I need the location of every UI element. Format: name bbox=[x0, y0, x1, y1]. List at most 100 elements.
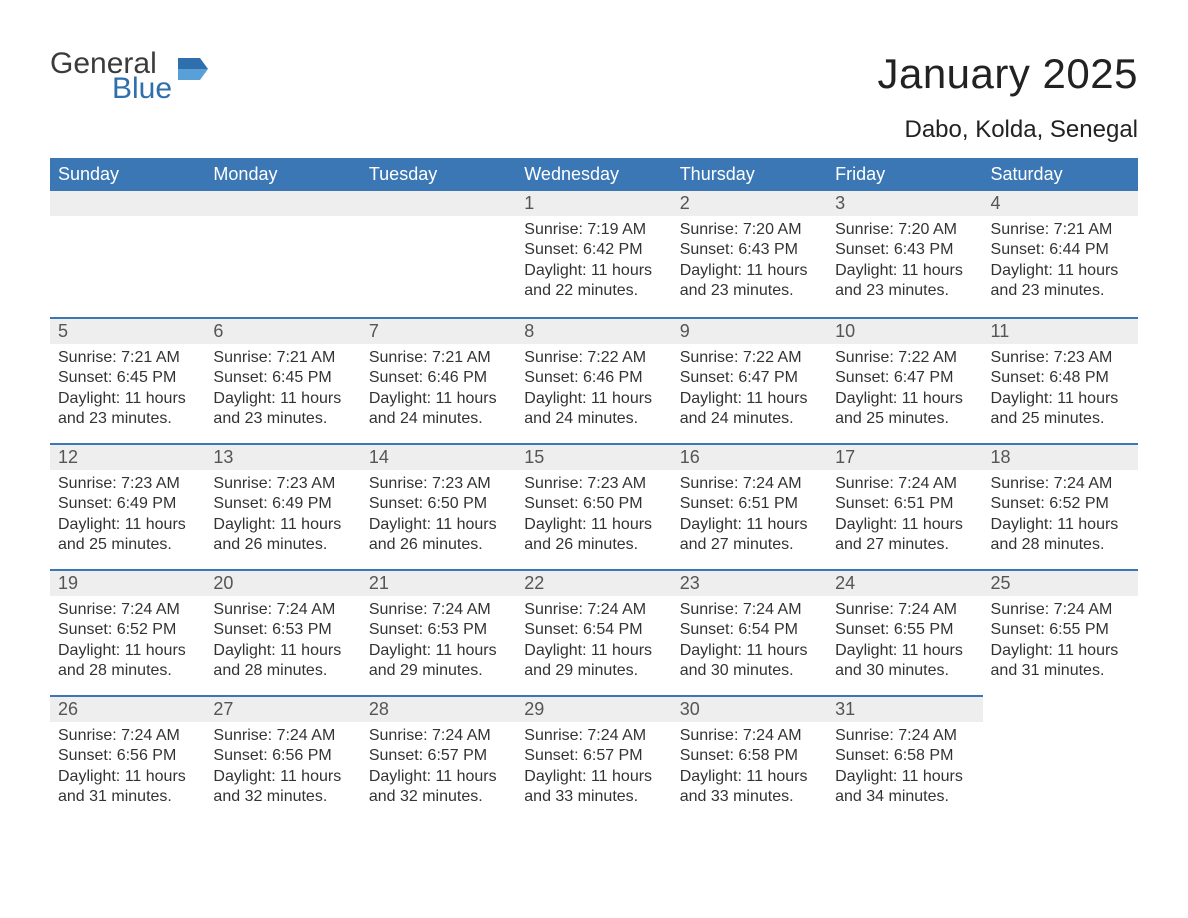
daylight-line: Daylight: 11 hours and 26 minutes. bbox=[524, 515, 663, 556]
sunrise-line: Sunrise: 7:21 AM bbox=[213, 348, 352, 368]
day-number: 22 bbox=[516, 569, 671, 596]
daylight-line: Daylight: 11 hours and 27 minutes. bbox=[835, 515, 974, 556]
sunset-line: Sunset: 6:46 PM bbox=[369, 368, 508, 388]
day-details: Sunrise: 7:20 AMSunset: 6:43 PMDaylight:… bbox=[672, 216, 827, 310]
sunset-line: Sunset: 6:58 PM bbox=[680, 746, 819, 766]
sunrise-line: Sunrise: 7:24 AM bbox=[680, 474, 819, 494]
sunset-line: Sunset: 6:49 PM bbox=[58, 494, 197, 514]
sunset-line: Sunset: 6:45 PM bbox=[58, 368, 197, 388]
sunrise-line: Sunrise: 7:23 AM bbox=[369, 474, 508, 494]
daylight-line: Daylight: 11 hours and 31 minutes. bbox=[58, 767, 197, 808]
day-details: Sunrise: 7:24 AMSunset: 6:53 PMDaylight:… bbox=[205, 596, 360, 690]
calendar-day-cell: 23Sunrise: 7:24 AMSunset: 6:54 PMDayligh… bbox=[672, 569, 827, 695]
calendar-day-cell: 26Sunrise: 7:24 AMSunset: 6:56 PMDayligh… bbox=[50, 695, 205, 821]
daylight-line: Daylight: 11 hours and 26 minutes. bbox=[213, 515, 352, 556]
calendar-empty-cell bbox=[50, 191, 205, 317]
day-details: Sunrise: 7:24 AMSunset: 6:54 PMDaylight:… bbox=[672, 596, 827, 690]
calendar-day-cell: 17Sunrise: 7:24 AMSunset: 6:51 PMDayligh… bbox=[827, 443, 982, 569]
daylight-line: Daylight: 11 hours and 23 minutes. bbox=[213, 389, 352, 430]
day-details: Sunrise: 7:22 AMSunset: 6:47 PMDaylight:… bbox=[827, 344, 982, 438]
day-number: 12 bbox=[50, 443, 205, 470]
calendar-day-cell: 13Sunrise: 7:23 AMSunset: 6:49 PMDayligh… bbox=[205, 443, 360, 569]
sunset-line: Sunset: 6:55 PM bbox=[835, 620, 974, 640]
day-details: Sunrise: 7:21 AMSunset: 6:44 PMDaylight:… bbox=[983, 216, 1138, 310]
daylight-line: Daylight: 11 hours and 26 minutes. bbox=[369, 515, 508, 556]
day-details: Sunrise: 7:24 AMSunset: 6:57 PMDaylight:… bbox=[516, 722, 671, 816]
sunrise-line: Sunrise: 7:24 AM bbox=[835, 600, 974, 620]
sunrise-line: Sunrise: 7:21 AM bbox=[991, 220, 1130, 240]
day-number: 15 bbox=[516, 443, 671, 470]
calendar-day-cell: 10Sunrise: 7:22 AMSunset: 6:47 PMDayligh… bbox=[827, 317, 982, 443]
sunrise-line: Sunrise: 7:22 AM bbox=[524, 348, 663, 368]
day-number: 24 bbox=[827, 569, 982, 596]
calendar-day-cell: 9Sunrise: 7:22 AMSunset: 6:47 PMDaylight… bbox=[672, 317, 827, 443]
sunset-line: Sunset: 6:55 PM bbox=[991, 620, 1130, 640]
calendar-day-cell: 15Sunrise: 7:23 AMSunset: 6:50 PMDayligh… bbox=[516, 443, 671, 569]
sunrise-line: Sunrise: 7:23 AM bbox=[524, 474, 663, 494]
sunrise-line: Sunrise: 7:23 AM bbox=[213, 474, 352, 494]
day-number: 30 bbox=[672, 695, 827, 722]
sunset-line: Sunset: 6:44 PM bbox=[991, 240, 1130, 260]
calendar-day-cell: 25Sunrise: 7:24 AMSunset: 6:55 PMDayligh… bbox=[983, 569, 1138, 695]
calendar-day-cell: 1Sunrise: 7:19 AMSunset: 6:42 PMDaylight… bbox=[516, 191, 671, 317]
day-details: Sunrise: 7:24 AMSunset: 6:58 PMDaylight:… bbox=[827, 722, 982, 816]
calendar-day-cell: 22Sunrise: 7:24 AMSunset: 6:54 PMDayligh… bbox=[516, 569, 671, 695]
empty-day-header bbox=[50, 191, 205, 216]
day-number: 3 bbox=[827, 191, 982, 216]
day-details: Sunrise: 7:23 AMSunset: 6:48 PMDaylight:… bbox=[983, 344, 1138, 438]
sunset-line: Sunset: 6:54 PM bbox=[680, 620, 819, 640]
weekday-header: Wednesday bbox=[516, 158, 671, 191]
weekday-header: Sunday bbox=[50, 158, 205, 191]
calendar-day-cell: 19Sunrise: 7:24 AMSunset: 6:52 PMDayligh… bbox=[50, 569, 205, 695]
sunset-line: Sunset: 6:47 PM bbox=[680, 368, 819, 388]
location: Dabo, Kolda, Senegal bbox=[877, 116, 1138, 144]
sunset-line: Sunset: 6:51 PM bbox=[835, 494, 974, 514]
day-number: 26 bbox=[50, 695, 205, 722]
day-number: 19 bbox=[50, 569, 205, 596]
sunset-line: Sunset: 6:57 PM bbox=[524, 746, 663, 766]
day-details: Sunrise: 7:23 AMSunset: 6:50 PMDaylight:… bbox=[516, 470, 671, 564]
sunset-line: Sunset: 6:42 PM bbox=[524, 240, 663, 260]
calendar-day-cell: 11Sunrise: 7:23 AMSunset: 6:48 PMDayligh… bbox=[983, 317, 1138, 443]
calendar-day-cell: 20Sunrise: 7:24 AMSunset: 6:53 PMDayligh… bbox=[205, 569, 360, 695]
flag-icon bbox=[178, 58, 210, 85]
daylight-line: Daylight: 11 hours and 25 minutes. bbox=[58, 515, 197, 556]
calendar-day-cell: 18Sunrise: 7:24 AMSunset: 6:52 PMDayligh… bbox=[983, 443, 1138, 569]
sunset-line: Sunset: 6:49 PM bbox=[213, 494, 352, 514]
day-number: 6 bbox=[205, 317, 360, 344]
day-details: Sunrise: 7:24 AMSunset: 6:51 PMDaylight:… bbox=[672, 470, 827, 564]
daylight-line: Daylight: 11 hours and 34 minutes. bbox=[835, 767, 974, 808]
calendar-day-cell: 7Sunrise: 7:21 AMSunset: 6:46 PMDaylight… bbox=[361, 317, 516, 443]
day-number: 23 bbox=[672, 569, 827, 596]
day-details: Sunrise: 7:24 AMSunset: 6:55 PMDaylight:… bbox=[983, 596, 1138, 690]
day-number: 28 bbox=[361, 695, 516, 722]
calendar-empty-cell bbox=[983, 695, 1138, 821]
sunrise-line: Sunrise: 7:21 AM bbox=[369, 348, 508, 368]
sunrise-line: Sunrise: 7:24 AM bbox=[369, 726, 508, 746]
calendar-day-cell: 28Sunrise: 7:24 AMSunset: 6:57 PMDayligh… bbox=[361, 695, 516, 821]
sunset-line: Sunset: 6:51 PM bbox=[680, 494, 819, 514]
calendar-day-cell: 29Sunrise: 7:24 AMSunset: 6:57 PMDayligh… bbox=[516, 695, 671, 821]
day-number: 29 bbox=[516, 695, 671, 722]
sunrise-line: Sunrise: 7:24 AM bbox=[835, 474, 974, 494]
calendar-day-cell: 3Sunrise: 7:20 AMSunset: 6:43 PMDaylight… bbox=[827, 191, 982, 317]
day-number: 21 bbox=[361, 569, 516, 596]
daylight-line: Daylight: 11 hours and 23 minutes. bbox=[58, 389, 197, 430]
logo-blue: Blue bbox=[112, 75, 172, 104]
daylight-line: Daylight: 11 hours and 33 minutes. bbox=[524, 767, 663, 808]
sunset-line: Sunset: 6:50 PM bbox=[524, 494, 663, 514]
logo-text: General Blue bbox=[50, 50, 172, 103]
day-number: 20 bbox=[205, 569, 360, 596]
weekday-header-row: SundayMondayTuesdayWednesdayThursdayFrid… bbox=[50, 158, 1138, 191]
daylight-line: Daylight: 11 hours and 32 minutes. bbox=[213, 767, 352, 808]
daylight-line: Daylight: 11 hours and 24 minutes. bbox=[680, 389, 819, 430]
day-details: Sunrise: 7:24 AMSunset: 6:52 PMDaylight:… bbox=[50, 596, 205, 690]
calendar-empty-cell bbox=[205, 191, 360, 317]
title-block: January 2025 Dabo, Kolda, Senegal bbox=[877, 50, 1138, 152]
calendar-week-row: 12Sunrise: 7:23 AMSunset: 6:49 PMDayligh… bbox=[50, 443, 1138, 569]
daylight-line: Daylight: 11 hours and 22 minutes. bbox=[524, 261, 663, 302]
sunset-line: Sunset: 6:52 PM bbox=[991, 494, 1130, 514]
calendar-day-cell: 4Sunrise: 7:21 AMSunset: 6:44 PMDaylight… bbox=[983, 191, 1138, 317]
day-details: Sunrise: 7:24 AMSunset: 6:57 PMDaylight:… bbox=[361, 722, 516, 816]
sunrise-line: Sunrise: 7:24 AM bbox=[524, 726, 663, 746]
